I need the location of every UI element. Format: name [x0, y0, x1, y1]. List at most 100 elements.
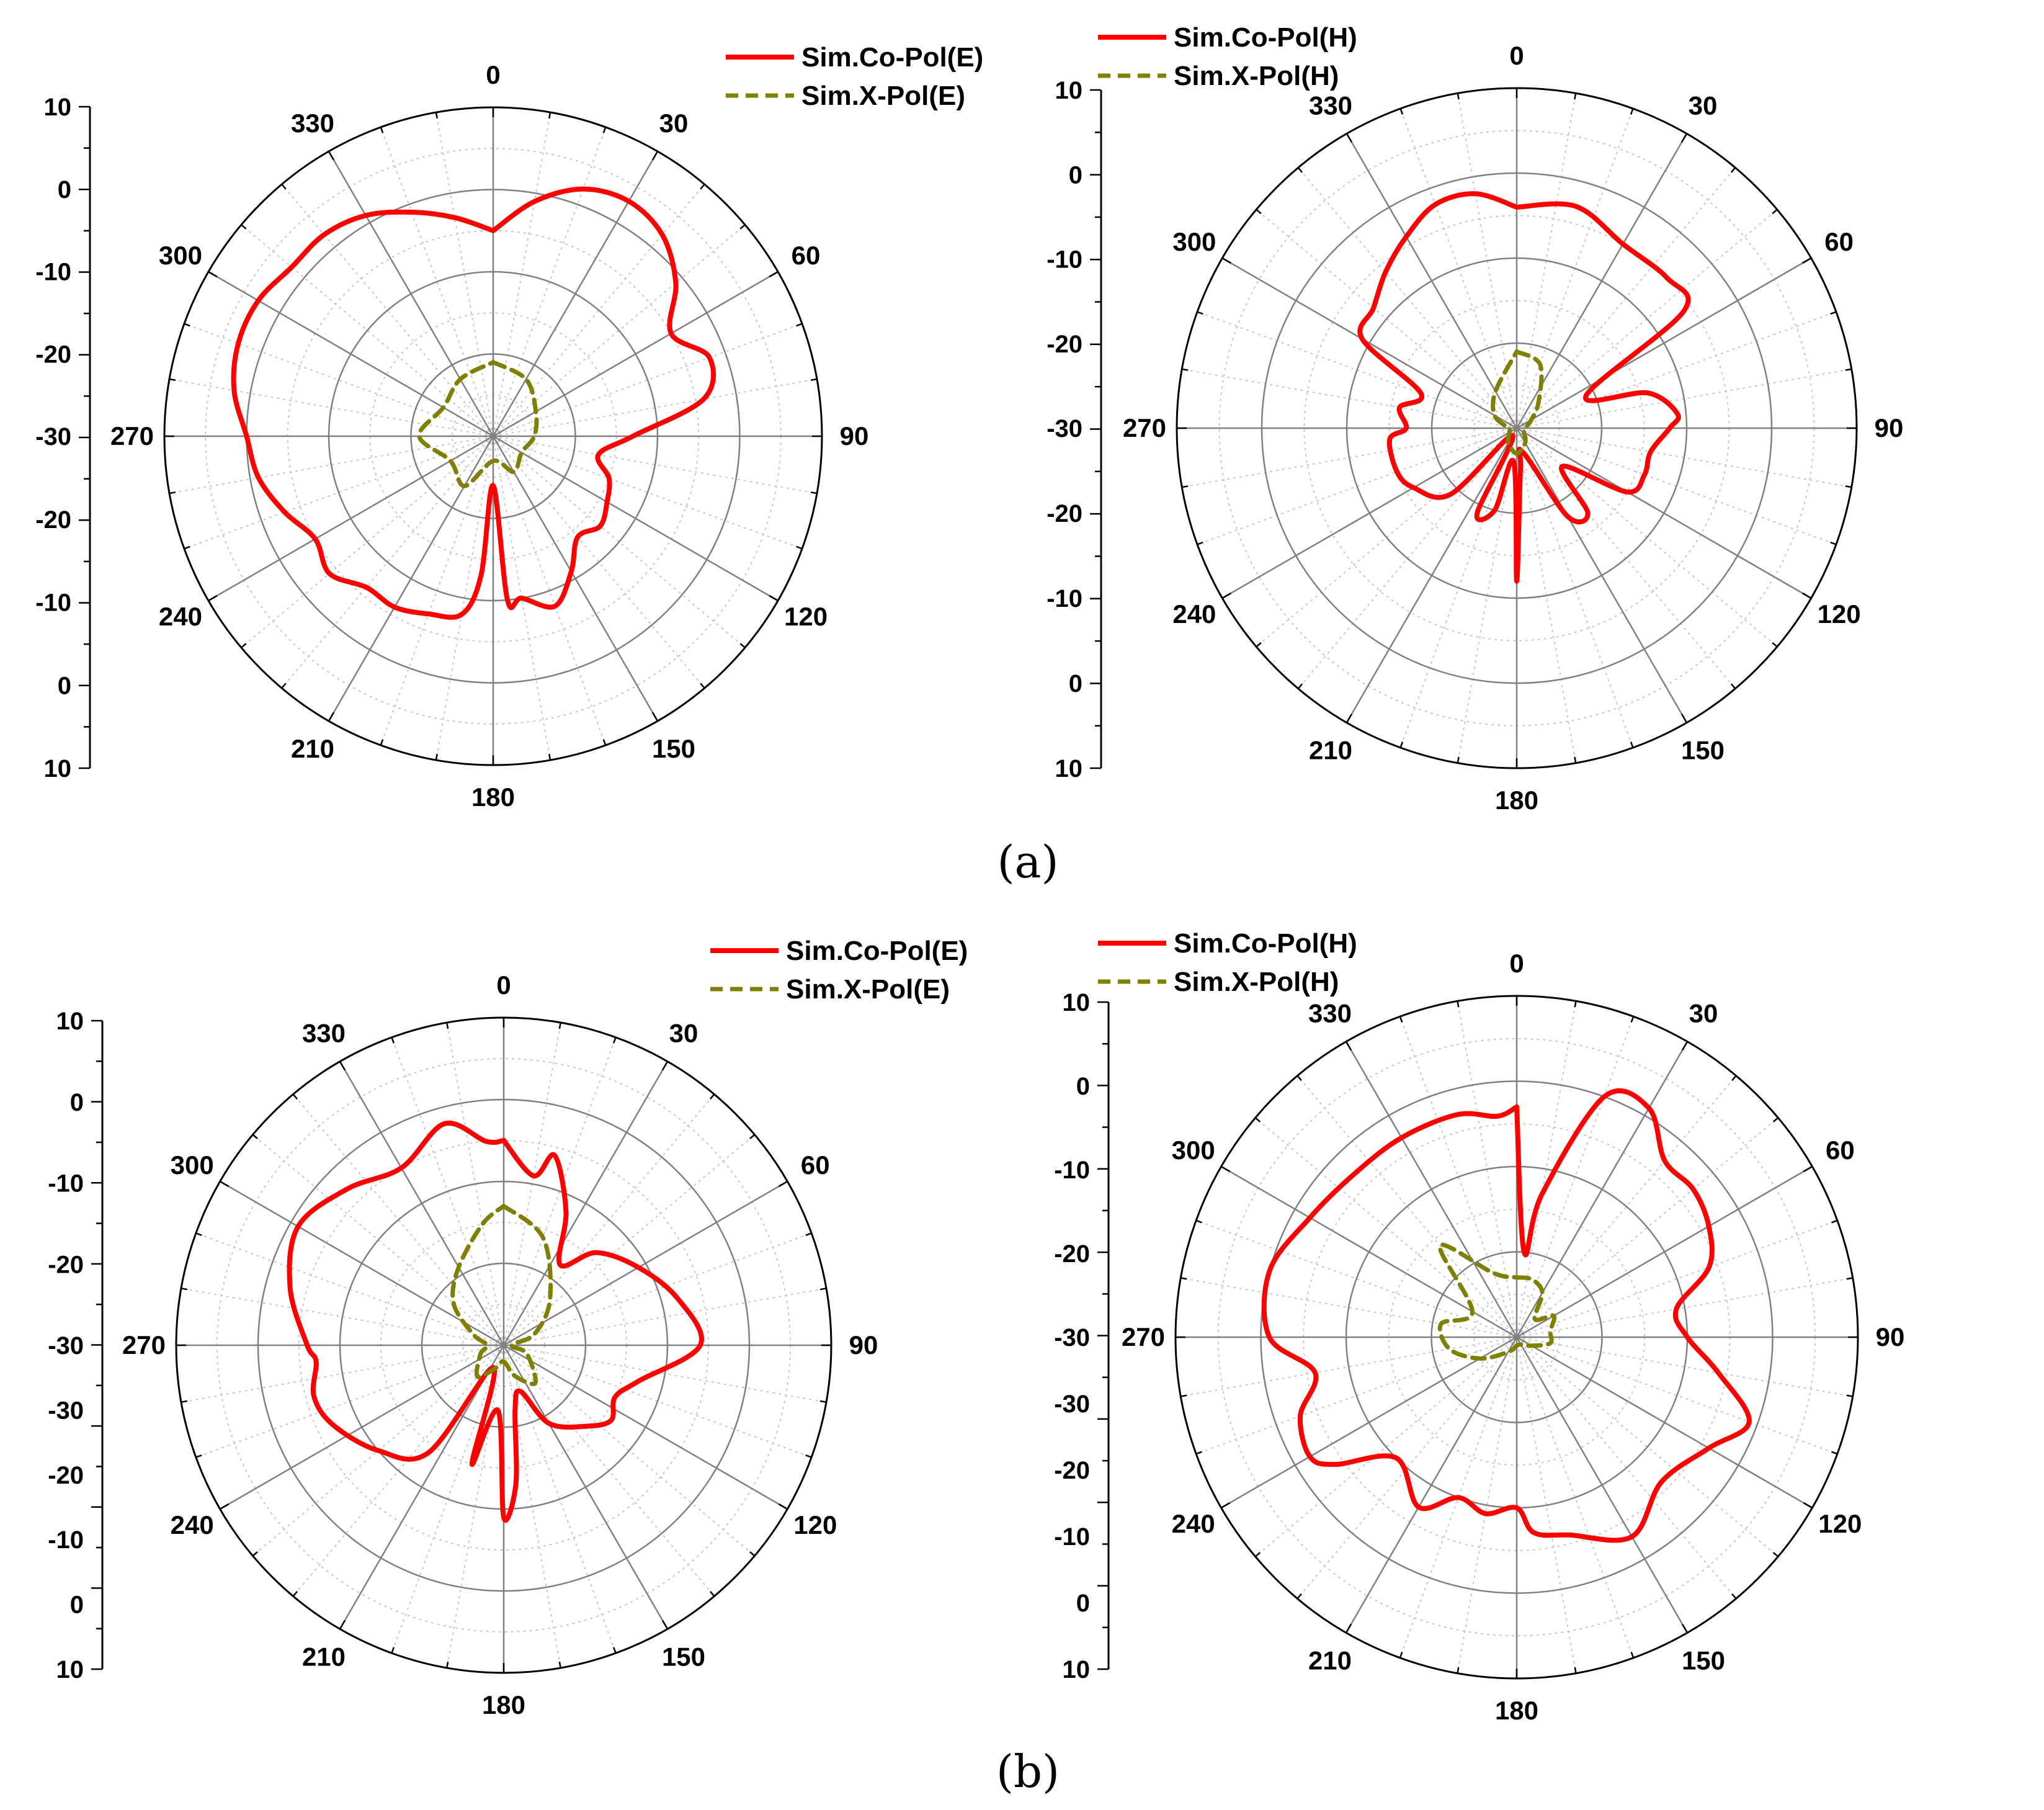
angle-tick — [1182, 485, 1189, 488]
minor-grid-spoke — [169, 378, 494, 437]
minor-grid-spoke — [1516, 1277, 1853, 1338]
angle-tick — [391, 1647, 395, 1654]
angle-label: 0 — [1509, 949, 1524, 978]
angle-tick — [1180, 1394, 1187, 1397]
angle-label: 330 — [1308, 999, 1352, 1028]
angle-tick — [1730, 683, 1736, 689]
angle-tick — [1803, 1502, 1813, 1509]
angle-tick — [1730, 167, 1736, 173]
angle-tick — [805, 1232, 812, 1237]
minor-grid-spoke — [1516, 1337, 1635, 1659]
polar-chart-a-left: 0 30 60 90 120 150 180 210 240 270 300 330 10 0 -10 -20… — [35, 42, 983, 812]
grid-spoke — [1515, 428, 1688, 724]
legend-label: Sim.X-Pol(E) — [786, 974, 950, 1005]
angle-label: 270 — [1122, 1322, 1165, 1351]
angle-label: 330 — [291, 109, 334, 138]
minor-grid-spoke — [184, 323, 494, 437]
minor-grid-spoke — [1516, 1337, 1577, 1673]
angle-tick — [1681, 1623, 1689, 1633]
radial-tick-label: 10 — [44, 94, 72, 121]
radial-tick-label: 0 — [58, 176, 71, 204]
angle-tick — [446, 1022, 449, 1029]
grid-spoke — [503, 1180, 788, 1346]
minor-grid-spoke — [169, 436, 494, 495]
angle-label: 240 — [1172, 599, 1216, 629]
angle-label: 240 — [1172, 1509, 1215, 1538]
series-co-pol-line — [231, 186, 716, 620]
radial-tick-label: -10 — [35, 259, 71, 286]
angle-tick — [1846, 1394, 1853, 1397]
radial-tick-label: 10 — [44, 755, 72, 782]
grid-spoke — [339, 1345, 505, 1629]
angle-tick — [805, 1454, 812, 1458]
radial-tick-label: 10 — [1063, 1656, 1091, 1683]
radial-tick-label: 0 — [1069, 161, 1082, 189]
minor-grid-spoke — [1180, 1277, 1517, 1338]
angle-label: 120 — [1818, 599, 1861, 629]
angle-tick — [1297, 683, 1303, 689]
minor-grid-spoke — [1516, 1337, 1838, 1455]
minor-grid-spoke — [1255, 1337, 1517, 1557]
angle-tick — [1297, 167, 1303, 173]
grid-spoke — [492, 436, 659, 722]
angle-tick — [1195, 1219, 1202, 1224]
angle-tick — [391, 1037, 395, 1044]
series-co-pol-line — [1357, 191, 1691, 584]
polar-chart-b-right: 0 30 60 90 120 150 180 210 240 270 300 330 10 0 -10 -20… — [1054, 928, 1904, 1725]
grid-spoke — [1346, 133, 1518, 429]
radial-tick-label: -30 — [1054, 1391, 1090, 1418]
grid-spoke — [208, 435, 494, 602]
angle-label: 330 — [1309, 91, 1352, 120]
angle-tick — [252, 1134, 258, 1139]
minor-grid-spoke — [184, 436, 494, 550]
angle-label: 300 — [1172, 227, 1216, 256]
angle-tick — [208, 594, 218, 602]
angle-tick — [1772, 1552, 1779, 1557]
angle-tick — [700, 683, 705, 689]
radial-tick-label: 10 — [1063, 989, 1091, 1016]
grid-spoke — [1345, 1337, 1518, 1633]
angle-tick — [548, 753, 551, 761]
legend-label: Sim.Co-Pol(E) — [801, 42, 983, 73]
angle-tick — [810, 378, 818, 381]
minor-grid-spoke — [1255, 1117, 1517, 1338]
minor-grid-spoke — [493, 184, 705, 437]
angle-label: 330 — [302, 1019, 346, 1048]
minor-grid-spoke — [493, 436, 818, 495]
angle-tick — [558, 1661, 561, 1669]
angle-label: 270 — [1123, 413, 1166, 442]
angle-tick — [810, 491, 818, 495]
minor-grid-spoke — [493, 224, 746, 437]
angle-tick — [661, 1620, 669, 1629]
angle-tick — [1772, 1117, 1779, 1122]
angle-tick — [1574, 93, 1577, 100]
angle-tick — [1845, 485, 1852, 488]
angle-tick — [169, 378, 176, 381]
angle-tick — [1772, 642, 1778, 648]
radial-tick-label: 10 — [56, 1008, 84, 1035]
angle-tick — [220, 1180, 230, 1188]
angle-tick — [220, 1503, 230, 1510]
legend-label: Sim.X-Pol(H) — [1174, 967, 1339, 997]
angle-tick — [1803, 1165, 1813, 1173]
radial-tick-label: 0 — [1069, 670, 1082, 697]
angle-tick — [1254, 1552, 1261, 1557]
angle-tick — [241, 643, 247, 648]
angle-label: 150 — [662, 1642, 705, 1671]
radial-tick-label: 0 — [1076, 1590, 1090, 1617]
angle-tick — [1772, 208, 1778, 215]
angle-tick — [819, 1400, 827, 1403]
grid-spoke — [503, 1344, 788, 1510]
angle-tick — [1195, 1451, 1202, 1455]
angle-label: 60 — [1824, 227, 1854, 256]
angle-tick — [1831, 1451, 1838, 1455]
angle-tick — [1256, 208, 1262, 215]
radial-tick-label: -20 — [1054, 1457, 1090, 1484]
angle-tick — [612, 1647, 617, 1654]
angle-tick — [195, 1232, 202, 1237]
angle-tick — [1457, 1001, 1460, 1008]
radial-tick-label: -10 — [1054, 1157, 1090, 1184]
radial-tick-label: 10 — [1055, 755, 1083, 782]
grid-spoke — [1515, 1337, 1689, 1633]
